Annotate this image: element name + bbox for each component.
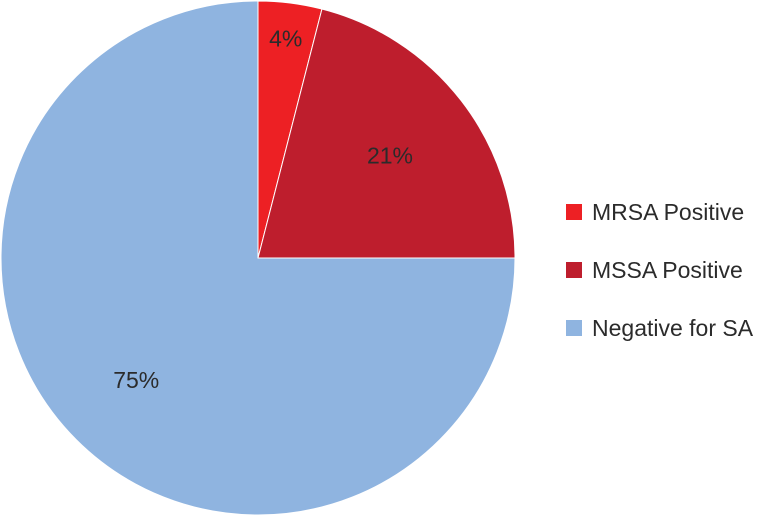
data-label-mrsa-positive: 4% (269, 26, 302, 52)
legend-label-negative-for-sa: Negative for SA (592, 314, 754, 341)
pie-slices (0, 0, 516, 515)
legend-swatch-mrsa-positive (566, 204, 582, 220)
legend-swatch-negative-for-sa (566, 320, 582, 336)
legend-item-negative-for-sa: Negative for SA (566, 299, 753, 357)
data-label-negative-for-sa: 75% (113, 367, 159, 393)
legend-label-mssa-positive: MSSA Positive (592, 256, 743, 283)
chart-legend: MRSA Positive MSSA Positive Negative for… (566, 183, 753, 357)
legend-item-mrsa-positive: MRSA Positive (566, 183, 753, 241)
legend-swatch-mssa-positive (566, 262, 582, 278)
legend-label-mrsa-positive: MRSA Positive (592, 198, 745, 225)
pie-slice-mssa-positive (257, 8, 516, 259)
pie-slice-negative-for-sa (0, 0, 516, 515)
data-label-mssa-positive: 21% (367, 143, 413, 169)
legend-item-mssa-positive: MSSA Positive (566, 241, 753, 299)
pie-data-labels: 4% 21% 75% (113, 26, 413, 393)
